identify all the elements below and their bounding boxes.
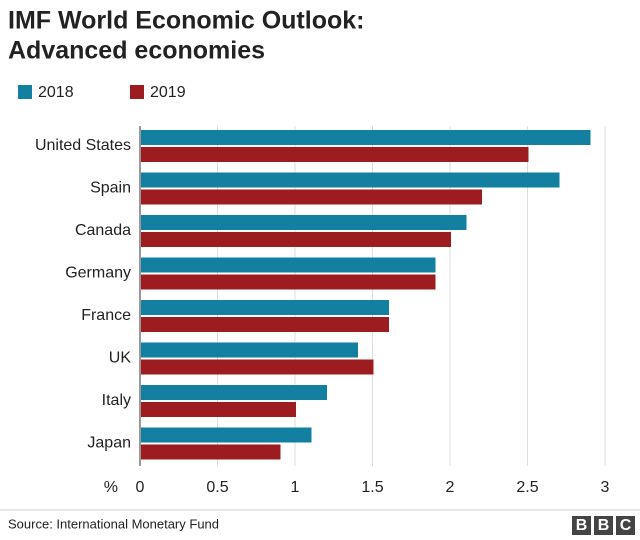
x-tick-label: 2.5 xyxy=(516,479,538,496)
bar xyxy=(141,300,389,315)
y-tick-label: Italy xyxy=(102,392,131,409)
legend-label: 2019 xyxy=(150,84,186,101)
bar xyxy=(141,274,436,290)
x-tick-label: 2 xyxy=(446,479,455,496)
logo-letter: B xyxy=(598,517,610,534)
bar xyxy=(141,317,389,332)
source: Source: International Monetary Fund xyxy=(8,516,219,531)
x-tick-label: 1.5 xyxy=(361,479,383,496)
y-tick-label: Germany xyxy=(65,265,131,282)
bar xyxy=(141,215,467,230)
logo-letter: B xyxy=(576,517,588,534)
legend-swatch xyxy=(18,85,32,99)
legend-swatch xyxy=(130,85,144,99)
logo-box xyxy=(594,516,613,535)
bar xyxy=(141,427,312,443)
bar xyxy=(141,257,436,273)
x-tick-label: 0 xyxy=(136,479,145,496)
y-tick-label: Japan xyxy=(87,435,131,452)
bar xyxy=(141,385,327,400)
chart-title-line: Advanced economies xyxy=(8,37,265,65)
logo-box xyxy=(616,516,635,535)
x-axis-label: % xyxy=(104,479,118,496)
legend-label: 2018 xyxy=(38,84,74,101)
bar xyxy=(141,359,374,375)
x-tick-label: 3 xyxy=(601,479,610,496)
logo-letter: C xyxy=(620,517,632,534)
bar xyxy=(141,147,529,162)
bar xyxy=(141,342,358,358)
bar xyxy=(141,172,560,188)
y-tick-label: UK xyxy=(109,350,132,367)
logo-box xyxy=(572,516,591,535)
y-tick-label: Canada xyxy=(75,222,131,239)
y-tick-label: United States xyxy=(35,137,131,154)
bar xyxy=(141,130,591,145)
x-tick-label: 1 xyxy=(291,479,300,496)
y-tick-label: France xyxy=(81,307,131,324)
x-tick-label: 0.5 xyxy=(206,479,228,496)
bar xyxy=(141,402,296,417)
chart-title-line: IMF World Economic Outlook: xyxy=(8,7,364,35)
bar xyxy=(141,189,482,205)
y-tick-label: Spain xyxy=(90,180,131,197)
bar xyxy=(141,232,451,247)
bar xyxy=(141,444,281,460)
